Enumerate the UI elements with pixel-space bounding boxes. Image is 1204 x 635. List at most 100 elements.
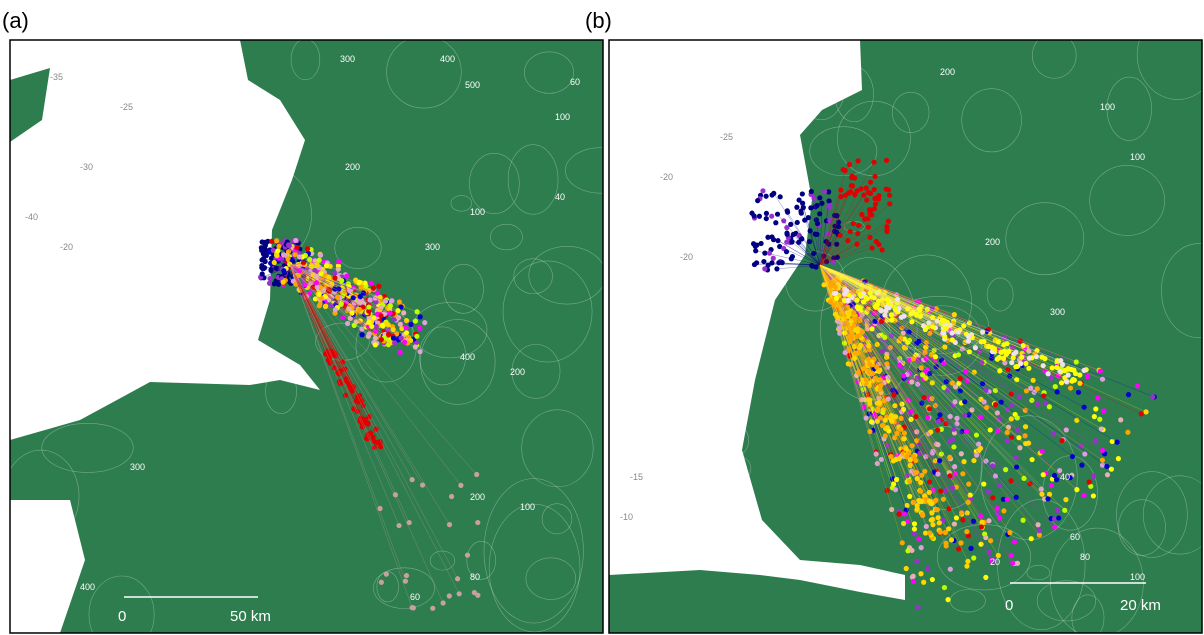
track bbox=[278, 246, 291, 266]
fix bbox=[366, 308, 372, 314]
fix bbox=[331, 365, 337, 371]
fix bbox=[766, 250, 773, 256]
fix bbox=[368, 430, 374, 436]
fix bbox=[1071, 377, 1077, 383]
contour bbox=[290, 40, 321, 81]
fix bbox=[401, 310, 407, 316]
fix bbox=[771, 190, 777, 196]
fix bbox=[941, 318, 948, 324]
fix bbox=[799, 236, 805, 242]
fix bbox=[940, 496, 946, 502]
fix bbox=[1049, 365, 1055, 371]
fix bbox=[879, 348, 886, 354]
fix bbox=[945, 597, 951, 603]
fix bbox=[422, 320, 428, 326]
fix bbox=[859, 211, 865, 218]
depth-label: -10 bbox=[620, 512, 633, 522]
fix bbox=[1098, 426, 1104, 432]
fix bbox=[988, 538, 994, 544]
fix bbox=[861, 192, 867, 198]
fix bbox=[850, 220, 856, 227]
fix bbox=[895, 296, 901, 303]
contour bbox=[708, 421, 749, 460]
fix bbox=[332, 307, 339, 313]
contour bbox=[834, 66, 874, 123]
fix bbox=[900, 330, 906, 336]
fix bbox=[756, 213, 763, 219]
fix bbox=[925, 566, 931, 572]
panel-label: (b) bbox=[585, 8, 612, 33]
fix bbox=[947, 473, 953, 479]
fix bbox=[366, 319, 372, 325]
contour bbox=[149, 152, 187, 192]
track bbox=[819, 264, 896, 311]
fix bbox=[1090, 493, 1097, 499]
fix bbox=[339, 278, 345, 284]
contour-label: 60 bbox=[570, 77, 580, 87]
fix bbox=[387, 310, 393, 316]
fix bbox=[1051, 472, 1058, 479]
fix bbox=[899, 540, 905, 546]
fix bbox=[965, 338, 972, 344]
track bbox=[819, 264, 871, 432]
fix bbox=[906, 329, 912, 335]
contour bbox=[420, 319, 496, 405]
fix bbox=[855, 369, 861, 375]
fix bbox=[963, 369, 969, 375]
fix bbox=[276, 243, 282, 249]
contour bbox=[376, 571, 399, 603]
fix bbox=[896, 362, 902, 368]
fix bbox=[1099, 376, 1106, 382]
fix bbox=[1063, 497, 1069, 503]
track bbox=[289, 264, 322, 299]
fix bbox=[868, 419, 875, 425]
fix bbox=[928, 351, 935, 358]
fix bbox=[753, 260, 760, 266]
contour bbox=[373, 567, 435, 609]
fix bbox=[929, 380, 935, 386]
fix bbox=[800, 200, 806, 206]
fix bbox=[917, 307, 923, 313]
fix bbox=[294, 245, 300, 251]
fix bbox=[860, 299, 867, 305]
depth-label: -35 bbox=[50, 72, 63, 82]
fix bbox=[1143, 409, 1149, 415]
track bbox=[289, 264, 444, 604]
fix bbox=[266, 280, 273, 286]
fix bbox=[1036, 532, 1042, 538]
fix bbox=[1028, 536, 1034, 542]
contour bbox=[1116, 471, 1188, 558]
fix bbox=[884, 354, 890, 360]
fix bbox=[800, 204, 806, 211]
fix bbox=[1040, 472, 1046, 478]
scale-end: 50 km bbox=[230, 608, 271, 625]
fix bbox=[828, 283, 834, 289]
fix bbox=[1051, 516, 1058, 522]
track bbox=[817, 223, 821, 266]
contour bbox=[469, 153, 520, 214]
fix bbox=[826, 198, 832, 204]
fix bbox=[854, 241, 860, 247]
fix bbox=[1058, 357, 1064, 364]
fix bbox=[1013, 349, 1019, 355]
track bbox=[819, 264, 960, 331]
contour bbox=[609, 104, 636, 132]
fix bbox=[848, 318, 854, 325]
fix bbox=[1101, 408, 1107, 414]
fix bbox=[367, 297, 373, 303]
fix bbox=[1097, 416, 1103, 422]
track bbox=[289, 264, 354, 409]
fix bbox=[983, 534, 989, 541]
fix bbox=[1062, 507, 1068, 513]
tracks bbox=[609, 40, 1202, 633]
fix bbox=[1088, 483, 1094, 489]
fix bbox=[769, 234, 775, 240]
fix bbox=[919, 372, 926, 378]
fix bbox=[760, 188, 766, 194]
fix bbox=[909, 379, 915, 385]
fix bbox=[758, 240, 764, 247]
fix bbox=[794, 204, 800, 210]
fix bbox=[1081, 492, 1087, 498]
fix bbox=[889, 506, 895, 513]
fix bbox=[1003, 467, 1009, 473]
